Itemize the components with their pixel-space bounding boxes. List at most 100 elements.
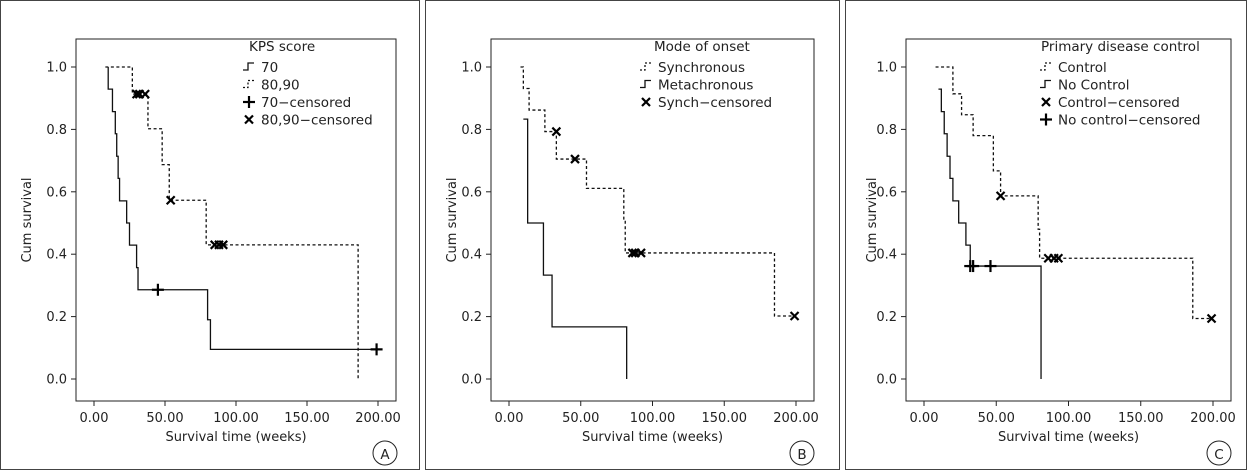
legend: Primary disease control Control No Control… xyxy=(1040,39,1200,129)
y-tick-label: 0.2 xyxy=(46,310,67,325)
survival-curve xyxy=(938,88,1042,379)
y-axis-label: Cum survival xyxy=(445,177,460,262)
series-70 xyxy=(107,67,383,356)
x-tick-label: 50.00 xyxy=(562,411,599,426)
censored-mark-b xyxy=(636,248,646,258)
censored-mark-b xyxy=(1206,313,1217,324)
x-tick-label: 100.00 xyxy=(1046,411,1092,426)
y-tick-label: 0.0 xyxy=(876,373,897,388)
x-tick-label: 50.00 xyxy=(146,411,183,426)
legend-swatch xyxy=(243,62,254,71)
censored-mark-b xyxy=(995,191,1006,201)
y-tick-label: 0.2 xyxy=(461,310,482,325)
panel-letter: B xyxy=(797,447,806,463)
plot-frame xyxy=(75,38,397,402)
legend-label: Control xyxy=(1058,60,1107,76)
censored-mark-b xyxy=(570,154,580,164)
legend-swatch-b xyxy=(244,114,254,125)
legend-label: Synch−censored xyxy=(658,95,772,111)
legend-label: Metachronous xyxy=(658,78,753,94)
legend-title: KPS score xyxy=(249,39,315,55)
x-tick-label: 100.00 xyxy=(630,411,676,426)
x-tick-label: 150.00 xyxy=(1118,411,1164,426)
x-axis-label: Survival time (weeks) xyxy=(165,430,306,445)
legend-label: No Control xyxy=(1058,78,1129,94)
legend-title: Primary disease control xyxy=(1041,39,1200,55)
legend-swatch xyxy=(1040,62,1051,71)
series-synchronous xyxy=(520,66,800,321)
survival-curve xyxy=(107,67,378,351)
legend-label: Synchronous xyxy=(658,60,745,76)
y-axis-label: Cum survival xyxy=(865,177,880,262)
legend-swatch xyxy=(640,62,651,71)
y-tick-label: 0.2 xyxy=(876,310,897,325)
censored-mark-b xyxy=(1053,253,1064,264)
y-tick-label: 0.4 xyxy=(461,248,482,263)
chart-a-svg: 0.0 0.2 0.4 0.6 0.8 1.0 0.00 50.00 100.00 150.00 2… xyxy=(20,38,401,466)
survival-curve xyxy=(523,118,628,379)
panel-letter-circle xyxy=(372,440,398,466)
y-tick-label: 0.8 xyxy=(461,123,482,138)
x-tick-label: 50.00 xyxy=(978,411,1015,426)
x-tick-label: 0.00 xyxy=(80,411,109,426)
x-axis-label: Survival time (weeks) xyxy=(582,430,723,445)
y-tick-label: 0.4 xyxy=(876,248,897,263)
chart-c-svg: 0.0 0.2 0.4 0.6 0.8 1.0 0.00 50.00 100.00 150.00 2… xyxy=(865,38,1236,466)
censored-mark-b xyxy=(131,89,142,99)
series-no-control xyxy=(938,88,1042,379)
panel-a: 0.0 0.2 0.4 0.6 0.8 1.0 0.00 50.00 100.00 150.00 2… xyxy=(0,0,420,470)
y-tick-label: 0.0 xyxy=(461,373,482,388)
survival-curve xyxy=(105,66,359,379)
legend-label: No control−censored xyxy=(1058,113,1200,129)
series-metachronous xyxy=(523,118,628,379)
y-tick-label: 0.0 xyxy=(46,373,67,388)
legend-swatch-b xyxy=(1041,97,1051,107)
legend: Mode of onset Synchronous MetachronousSync… xyxy=(640,39,772,111)
legend-label: Control−censored xyxy=(1058,95,1180,111)
censored-mark-b xyxy=(551,126,562,137)
y-axis-label: Cum survival xyxy=(20,177,35,262)
survival-curve xyxy=(520,66,796,317)
y-tick-label: 0.8 xyxy=(46,123,67,138)
x-tick-label: 150.00 xyxy=(702,411,748,426)
x-tick-label: 0.00 xyxy=(910,411,939,426)
legend-label: 80,90−censored xyxy=(261,113,373,129)
legend-swatch xyxy=(243,79,254,89)
y-tick-label: 0.6 xyxy=(876,185,897,200)
legend-label: 70 xyxy=(261,60,278,76)
legend-title: Mode of onset xyxy=(654,39,750,55)
censored-mark-b xyxy=(789,311,800,321)
y-tick-label: 0.4 xyxy=(46,248,67,263)
x-tick-label: 200.00 xyxy=(773,411,819,426)
x-tick-label: 100.00 xyxy=(213,411,259,426)
y-tick-label: 1.0 xyxy=(46,61,67,76)
panel-letter: A xyxy=(380,447,390,463)
series-80-90 xyxy=(105,66,359,379)
y-tick-label: 1.0 xyxy=(461,61,482,76)
x-tick-label: 200.00 xyxy=(1190,411,1236,426)
legend-swatch-b xyxy=(641,97,651,107)
panel-b: 0.0 0.2 0.4 0.6 0.8 1.0 0.00 50.00 100.00 150.00 2… xyxy=(425,0,840,470)
series-control xyxy=(935,66,1217,324)
censored-mark-b xyxy=(140,89,150,99)
plot-frame xyxy=(490,38,815,402)
y-tick-label: 0.6 xyxy=(461,185,482,200)
panel-c: 0.0 0.2 0.4 0.6 0.8 1.0 0.00 50.00 100.00 150.00 2… xyxy=(845,0,1247,470)
x-tick-label: 200.00 xyxy=(355,411,401,426)
censored-mark-b xyxy=(165,195,176,206)
censored-mark-b xyxy=(218,240,228,250)
chart-b-svg: 0.0 0.2 0.4 0.6 0.8 1.0 0.00 50.00 100.00 150.00 2… xyxy=(445,38,819,466)
x-tick-label: 150.00 xyxy=(284,411,330,426)
legend-swatch xyxy=(640,79,651,89)
panel-letter-circle xyxy=(1206,440,1232,466)
panel-letter: C xyxy=(1214,447,1223,463)
legend-label: 70−censored xyxy=(261,95,351,111)
y-tick-label: 0.8 xyxy=(876,123,897,138)
x-axis-label: Survival time (weeks) xyxy=(998,430,1139,445)
y-tick-label: 0.6 xyxy=(46,185,67,200)
x-tick-label: 0.00 xyxy=(495,411,524,426)
survival-curve xyxy=(935,66,1213,320)
legend-swatch xyxy=(1040,79,1051,89)
legend-label: 80,90 xyxy=(261,78,300,94)
